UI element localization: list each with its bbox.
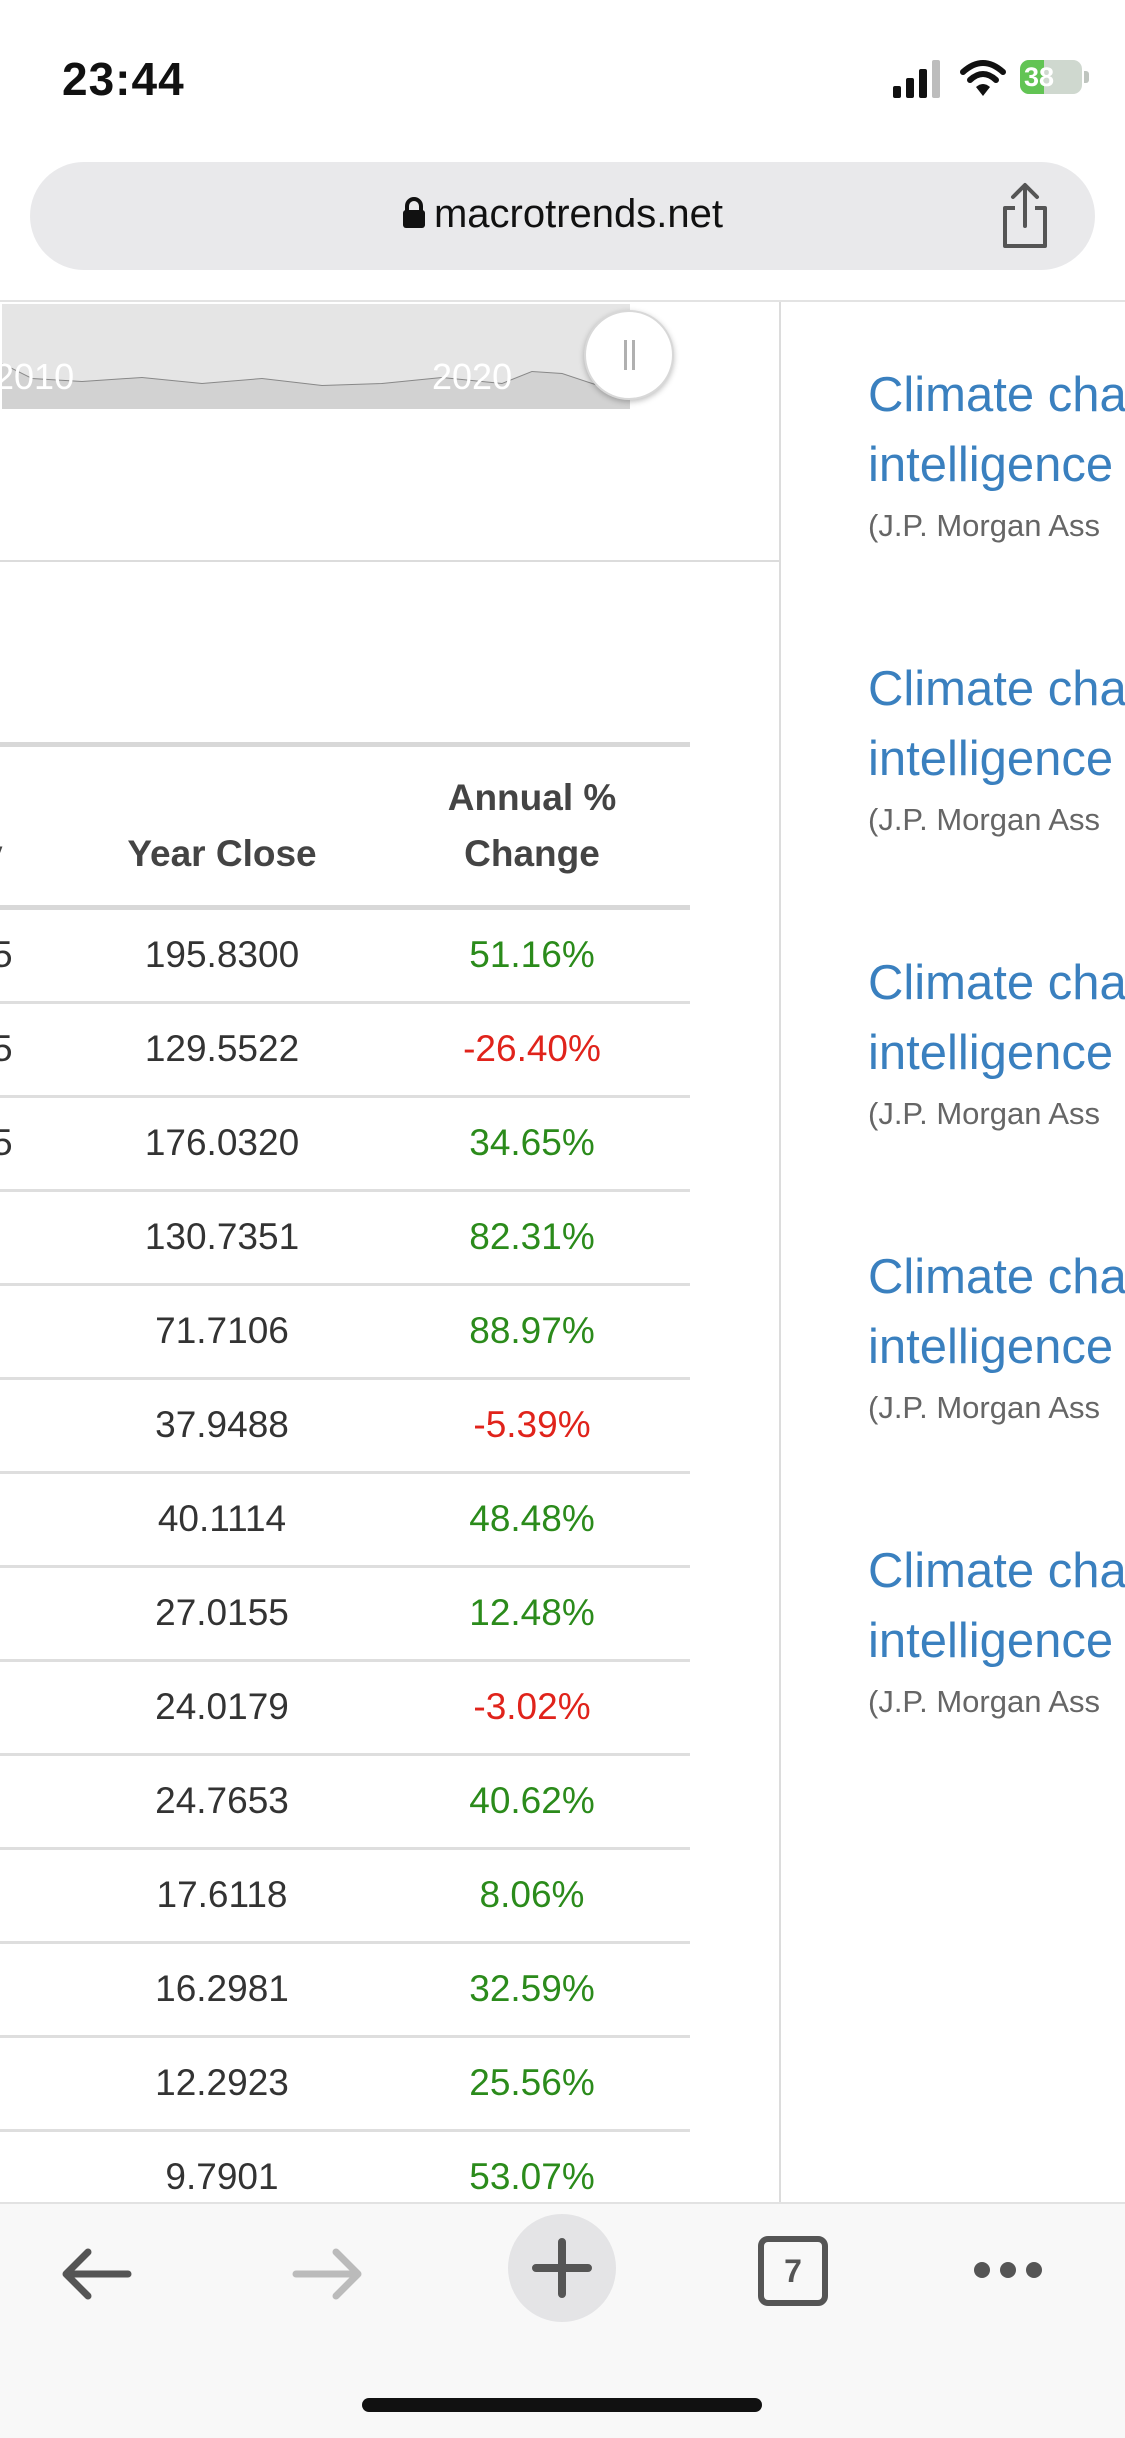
- sidebar-article[interactable]: Climate cha intelligence (J.P. Morgan Ass: [868, 654, 1125, 948]
- cell-open-fragment: 5: [0, 934, 13, 975]
- new-tab-plus-icon: [532, 2238, 592, 2298]
- article-title-link[interactable]: Climate cha: [868, 1250, 1125, 1304]
- cell-annual-change: 88.97%: [469, 1310, 595, 1351]
- sidebar-article[interactable]: Climate cha intelligence (J.P. Morgan Ass: [868, 1242, 1125, 1536]
- clock: 23:44: [62, 53, 185, 105]
- table-row: 17.6118 8.06%: [0, 1850, 690, 1944]
- table-row: 12.2923 25.56%: [0, 2038, 690, 2132]
- cell-year-close: 130.7351: [144, 1216, 300, 1257]
- navigator-series-line: [2, 363, 630, 409]
- sidebar-article[interactable]: Climate cha intelligence (J.P. Morgan Ass: [868, 1536, 1125, 1830]
- cell-year-close: 24.0179: [155, 1686, 289, 1727]
- tabs-button[interactable]: 7: [758, 2236, 828, 2306]
- share-icon[interactable]: [997, 182, 1053, 250]
- article-title-link[interactable]: intelligence: [868, 1026, 1114, 1080]
- cell-year-close: 176.0320: [144, 1122, 300, 1163]
- article-source: (J.P. Morgan Ass: [868, 508, 1101, 543]
- header-divider: [0, 300, 1125, 302]
- navigator-handle[interactable]: [584, 310, 674, 400]
- sidebar-article[interactable]: Climate cha intelligence (J.P. Morgan Ass: [868, 948, 1125, 1242]
- address-bar[interactable]: macrotrends.net: [30, 162, 1095, 270]
- table-row: 16.2981 32.59%: [0, 1944, 690, 2038]
- cell-open-fragment: 5: [0, 1122, 13, 1163]
- cell-annual-change: 51.16%: [469, 934, 595, 975]
- article-source: (J.P. Morgan Ass: [868, 1096, 1101, 1131]
- sidebar-article[interactable]: Climate cha intelligence (J.P. Morgan Ass: [868, 360, 1125, 654]
- new-tab-button[interactable]: [508, 2214, 616, 2322]
- cell-year-close: 71.7106: [155, 1310, 289, 1351]
- cell-annual-change: -26.40%: [463, 1028, 601, 1069]
- cell-annual-change: 34.65%: [469, 1122, 595, 1163]
- article-title-link[interactable]: intelligence: [868, 732, 1114, 786]
- cell-year-close: 195.8300: [144, 934, 300, 975]
- cell-annual-change: -3.02%: [473, 1686, 591, 1727]
- article-title-link[interactable]: Climate cha: [868, 368, 1125, 422]
- cell-year-close: 17.6118: [156, 1874, 288, 1915]
- table-body: 5 195.8300 51.16% 5 129.5522 -26.40% 5 176.0320…: [0, 910, 690, 2202]
- article-title-link[interactable]: intelligence: [868, 1320, 1114, 1374]
- bottom-toolbar: 7: [0, 2202, 1125, 2438]
- article-title-link[interactable]: Climate cha: [868, 956, 1125, 1010]
- cell-year-close: 27.0155: [155, 1592, 289, 1633]
- page-content: 2010 2020 v Year Close Annual % Change 5…: [0, 302, 1125, 2202]
- cell-year-close: 40.1114: [157, 1498, 287, 1539]
- table-row: 5 176.0320 34.65%: [0, 1098, 690, 1192]
- table-row: 37.9488 -5.39%: [0, 1380, 690, 1474]
- cell-annual-change: 12.48%: [469, 1592, 595, 1633]
- article-source: (J.P. Morgan Ass: [868, 802, 1101, 837]
- home-indicator: [362, 2398, 762, 2412]
- cell-annual-change: 53.07%: [469, 2156, 595, 2197]
- column-header-annual-change-line2: Change: [464, 833, 600, 874]
- tab-count: 7: [784, 2253, 802, 2289]
- url-text: macrotrends.net: [433, 192, 724, 236]
- table-row: 27.0155 12.48%: [0, 1568, 690, 1662]
- battery-percent: 38: [1024, 62, 1055, 92]
- table-row: 5 195.8300 51.16%: [0, 910, 690, 1004]
- table-row: 24.0179 -3.02%: [0, 1662, 690, 1756]
- back-arrow-icon[interactable]: [58, 2244, 132, 2304]
- cell-annual-change: 82.31%: [469, 1216, 595, 1257]
- column-header-year-close: Year Close: [127, 833, 317, 874]
- article-source: (J.P. Morgan Ass: [868, 1390, 1101, 1425]
- column-header-annual-change-line1: Annual %: [447, 777, 617, 818]
- cell-year-close: 129.5522: [144, 1028, 300, 1069]
- article-source: (J.P. Morgan Ass: [868, 1684, 1101, 1719]
- more-icon[interactable]: [970, 2258, 1046, 2282]
- related-articles-sidebar: Climate cha intelligence (J.P. Morgan Ass C…: [868, 360, 1125, 1830]
- forward-arrow-icon[interactable]: [292, 2244, 366, 2304]
- cell-annual-change: -5.39%: [473, 1404, 591, 1445]
- column-header-open-fragment: v: [0, 826, 3, 882]
- status-bar: 23:44 38: [0, 0, 1125, 150]
- cell-year-close: 24.7653: [155, 1780, 289, 1821]
- cell-annual-change: 40.62%: [469, 1780, 595, 1821]
- cell-year-close: 16.2981: [155, 1968, 289, 2009]
- table-row: 5 129.5522 -26.40%: [0, 1004, 690, 1098]
- navigator-label: 2010: [2, 356, 75, 397]
- article-title-link[interactable]: Climate cha: [868, 662, 1125, 716]
- article-title-link[interactable]: Climate cha: [868, 1544, 1125, 1598]
- signal-icon: [893, 60, 940, 98]
- cell-year-close: 9.7901: [165, 2156, 279, 2197]
- chart-navigator[interactable]: 2010 2020: [2, 304, 630, 409]
- history-table-panel: v Year Close Annual % Change 5195.830051…: [0, 560, 781, 2202]
- table-row: 24.7653 40.62%: [0, 1756, 690, 1850]
- cell-annual-change: 25.56%: [469, 2062, 595, 2103]
- navigator-label: 2020: [432, 356, 513, 397]
- cell-annual-change: 48.48%: [469, 1498, 595, 1539]
- cell-open-fragment: 5: [0, 1028, 13, 1069]
- wifi-icon: [960, 60, 1006, 96]
- article-title-link[interactable]: intelligence: [868, 438, 1114, 492]
- article-title-link[interactable]: intelligence: [868, 1614, 1114, 1668]
- cell-annual-change: 32.59%: [469, 1968, 595, 2009]
- cell-year-close: 12.2923: [155, 2062, 289, 2103]
- table-row: 71.7106 88.97%: [0, 1286, 690, 1380]
- cell-year-close: 37.9488: [155, 1404, 289, 1445]
- lock-icon: [402, 197, 425, 228]
- table-row: 130.7351 82.31%: [0, 1192, 690, 1286]
- table-row: 9.7901 53.07%: [0, 2132, 690, 2202]
- cell-annual-change: 8.06%: [479, 1874, 585, 1915]
- table-row: 40.1114 48.48%: [0, 1474, 690, 1568]
- battery-icon: 38: [1020, 58, 1090, 98]
